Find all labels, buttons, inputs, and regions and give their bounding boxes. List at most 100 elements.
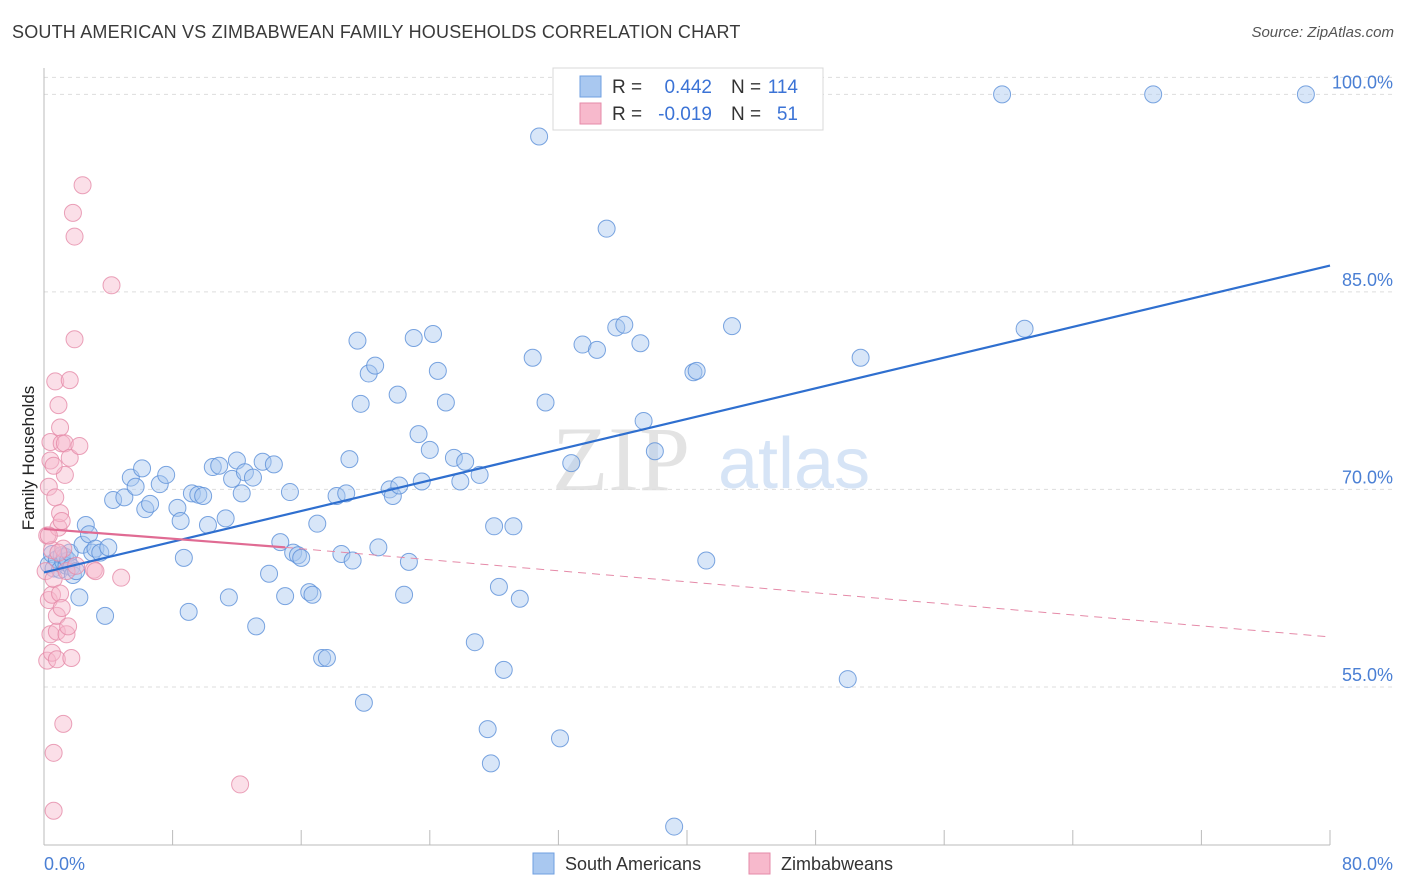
data-point-zimbabwean [46,372,65,391]
data-point-south-american [253,452,272,471]
data-point-zimbabwean [59,617,78,636]
data-point-zimbabwean [39,477,58,496]
x-tick-label-max: 80.0% [1342,854,1393,874]
y-axis-title: Family Households [19,386,38,531]
data-point-south-american [1144,85,1163,104]
data-point-zimbabwean [63,203,82,222]
data-point-south-american [340,450,359,469]
legend-n-value-2: 51 [777,104,798,125]
data-point-south-american [133,459,152,478]
data-point-south-american [276,587,295,606]
data-point-zimbabwean [102,276,121,295]
data-point-south-american [587,340,606,359]
data-point-south-american [292,548,311,567]
data-point-south-american [264,455,283,474]
trend-line-zimbabweans-extended [285,546,1331,638]
data-point-south-american [388,385,407,404]
y-tick-labels: 55.0% 70.0% 85.0% 100.0% [1332,72,1393,685]
data-point-zimbabwean [60,448,79,467]
data-point-zimbabwean [231,775,250,794]
data-point-south-american [551,729,570,748]
data-point-south-american [424,325,443,344]
data-point-south-american [645,442,664,461]
data-point-south-american [399,552,418,571]
data-point-south-american [136,500,155,519]
chart-title: SOUTH AMERICAN VS ZIMBABWEAN FAMILY HOUS… [12,22,741,42]
data-point-south-american [203,458,222,477]
source-label: Source: ZipAtlas.com [1251,24,1394,41]
data-point-south-american [171,512,190,531]
data-point-south-american [436,393,455,412]
data-point-south-american [481,754,500,773]
bottom-legend-swatch-zimbabweans [748,852,771,875]
data-point-south-american [303,585,322,604]
data-point-south-american [485,517,504,536]
legend-n-label-2: N = [731,104,761,125]
x-tick-label-min: 0.0% [44,854,85,874]
data-point-zimbabwean [46,488,65,507]
data-point-south-american [348,331,367,350]
data-point-south-american [194,487,213,506]
data-point-zimbabwean [65,330,84,349]
data-point-zimbabwean [62,648,81,667]
watermark: ZIP atlas [552,408,870,510]
data-point-south-american [409,425,428,444]
bottom-legend-label-south-americans: South Americans [565,854,701,874]
data-point-zimbabwean [55,434,74,453]
data-point-south-american [99,538,118,557]
data-point-south-american [70,588,89,607]
data-point-south-american [216,509,235,528]
data-point-zimbabwean [51,418,70,437]
data-point-zimbabwean [49,543,68,562]
data-point-south-american [369,538,388,557]
data-point-zimbabwean [52,512,71,531]
data-point-south-american [243,468,262,487]
legend-n-value-1: 114 [768,77,799,98]
data-point-south-american [115,488,134,507]
data-point-zimbabwean [70,436,89,455]
data-point-zimbabwean [54,714,73,733]
data-point-south-american [332,544,351,563]
data-point-zimbabwean [39,591,58,610]
data-point-zimbabwean [39,526,58,545]
data-point-south-american [404,328,423,347]
data-point-zimbabwean [41,451,60,470]
data-point-south-american [1015,319,1034,338]
data-point-south-american [210,456,229,475]
bottom-legend-label-zimbabweans: Zimbabweans [781,854,893,874]
data-point-zimbabwean [51,584,70,603]
data-point-south-american [157,465,176,484]
watermark-atlas: atlas [718,424,870,504]
data-point-south-american [665,817,684,836]
data-point-south-american [174,548,193,567]
data-point-south-american [300,583,319,602]
legend-r-value-2: -0.019 [658,104,712,125]
data-point-south-american [104,490,123,509]
data-point-south-american [597,219,616,238]
data-point-south-american [523,348,542,367]
trend-line-zimbabweans [43,527,286,549]
data-point-south-american [179,602,198,621]
legend-r-label-2: R = [612,104,642,125]
bottom-legend-swatch-south-americans [532,852,555,875]
data-point-south-american [444,448,463,467]
y-tick-label: 70.0% [1342,467,1393,487]
data-point-south-american [478,720,497,739]
data-point-south-american [395,585,414,604]
data-point-zimbabwean [52,598,71,617]
data-point-south-american [280,483,299,502]
data-point-south-american [489,577,508,596]
data-point-zimbabwean [60,371,79,390]
data-point-south-american [536,393,555,412]
y-tick-label: 100.0% [1332,72,1393,92]
data-point-south-american [351,394,370,413]
y-tick-label: 85.0% [1342,270,1393,290]
data-point-south-american [337,484,356,503]
data-point-south-american [247,617,266,636]
data-point-south-american [851,348,870,367]
data-point-south-american [428,361,447,380]
legend-r-value-1: 0.442 [664,77,712,98]
legend-r-label-1: R = [612,77,642,98]
x-ticks [43,830,1331,845]
data-point-south-american [510,589,529,608]
